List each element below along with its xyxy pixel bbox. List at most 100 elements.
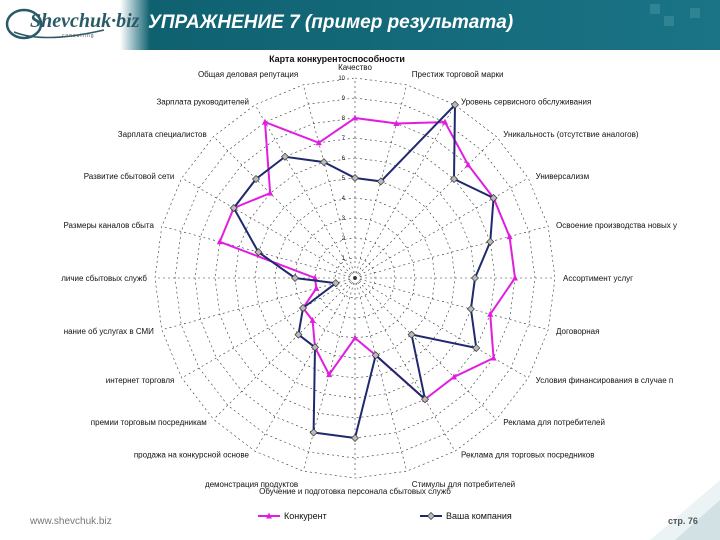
company-point [254,248,263,257]
competitor-point [512,274,518,281]
category-label: интернет торговля [106,376,175,385]
competitor-point [315,139,322,146]
competitor-point [450,373,457,380]
competitor-point [393,119,400,126]
axis-line [161,277,356,331]
category-label: Общая деловая репутация [198,70,298,79]
series-line-competitor [218,116,517,401]
company-point [309,428,318,437]
axis-line [354,136,497,279]
company-logo: Shevchuk·biz consulting [4,4,139,44]
legend-label: Ваша компания [446,511,512,521]
category-label: Реклама для потребителей [503,418,605,427]
category-label: Стимулы для потребителей [412,480,515,489]
header-decoration [690,8,700,18]
tick-label: 10 [338,76,345,82]
company-point [351,434,359,442]
axis-line [354,104,456,279]
axis-line [354,277,529,379]
company-point [311,343,319,352]
tick-label: 4 [342,196,346,202]
company-point [319,158,328,167]
category-label: Размеры каналов сбыта [63,221,154,230]
tick-label: 5 [342,176,346,182]
header-decoration [650,4,660,14]
category-label: демонстрация продуктов [205,480,298,489]
series-layer [216,100,518,442]
axis-line [181,177,356,279]
company-point [449,175,458,184]
company-point [351,174,359,182]
company-point [451,100,459,109]
category-label: Условия финансирования в случае п [536,376,674,385]
competitor-point [352,334,358,341]
category-label: Обучение и подготовка персонала сбытовых… [259,487,451,496]
tick-label: 2 [342,236,346,242]
category-label: Уровень сервисного обслуживания [461,97,591,106]
series-line-company [232,102,495,440]
competitor-point [262,118,268,125]
company-point [376,177,385,186]
category-labels: Качество Престиж торговой марки Уровень се… [61,63,677,496]
category-label: личие сбытовых служб [61,274,147,283]
category-label: Развитие сбытовой сети [84,172,175,181]
company-point [371,351,380,360]
axis-line [354,177,529,279]
axis-line [354,277,549,331]
competitor-point [326,371,333,378]
company-point [466,305,475,314]
competitor-point [267,189,274,196]
company-point [472,344,481,352]
footer-url[interactable]: www.shevchuk.biz [30,516,112,527]
radial-ticks: 1 2 3 4 5 6 7 8 9 10 [338,76,345,262]
competitor-point [352,114,358,121]
category-label: Ассортимент услуг [563,274,633,283]
competitor-point [487,310,494,317]
category-label: Зарплата специалистов [118,130,207,139]
competitor-point [465,161,472,168]
company-point [486,237,495,246]
category-label: Качество [338,63,372,72]
category-label: Престиж торговой марки [412,70,504,79]
company-point [252,175,261,184]
category-label: продажа на конкурсной основе [134,451,250,460]
tick-label: 8 [342,116,346,122]
legend-marker [427,512,435,520]
logo-text: Shevchuk·biz [30,10,140,32]
company-point [294,330,303,339]
page-number: стр. 76 [668,516,698,526]
radar-axes [155,78,555,478]
company-point [471,274,479,282]
competitor-point [490,354,497,361]
tick-label: 3 [342,216,346,222]
competitor-point [506,233,513,240]
axis-line [302,84,356,279]
tick-label: 9 [342,96,346,102]
competitor-point [442,118,448,125]
category-label: премии торговым посредникам [91,418,207,427]
company-point [489,194,498,202]
axis-line [354,277,497,420]
company-point [407,330,416,339]
grid-ring [154,77,556,479]
competitor-point [313,284,320,291]
company-point [281,152,289,161]
axis-line [213,277,356,420]
legend-marker [266,512,272,519]
axis-line [354,277,456,452]
axis-line [254,104,356,279]
axis-line [354,277,408,472]
logo-subtext: consulting [62,33,95,39]
chart-legend: Конкурент Ваша компания [258,511,512,521]
category-label: Зарплата руководителей [156,97,249,106]
chart-title: Карта конкурентоспособности [269,54,405,64]
company-point [291,274,299,282]
tick-label: 6 [342,156,346,162]
company-point [331,279,340,288]
category-label: нание об услугах в СМИ [64,327,154,336]
axis-line [181,277,356,379]
axis-line [254,277,356,452]
category-label: Реклама для торговых посредников [461,451,594,460]
category-label: Договорная [556,327,599,336]
